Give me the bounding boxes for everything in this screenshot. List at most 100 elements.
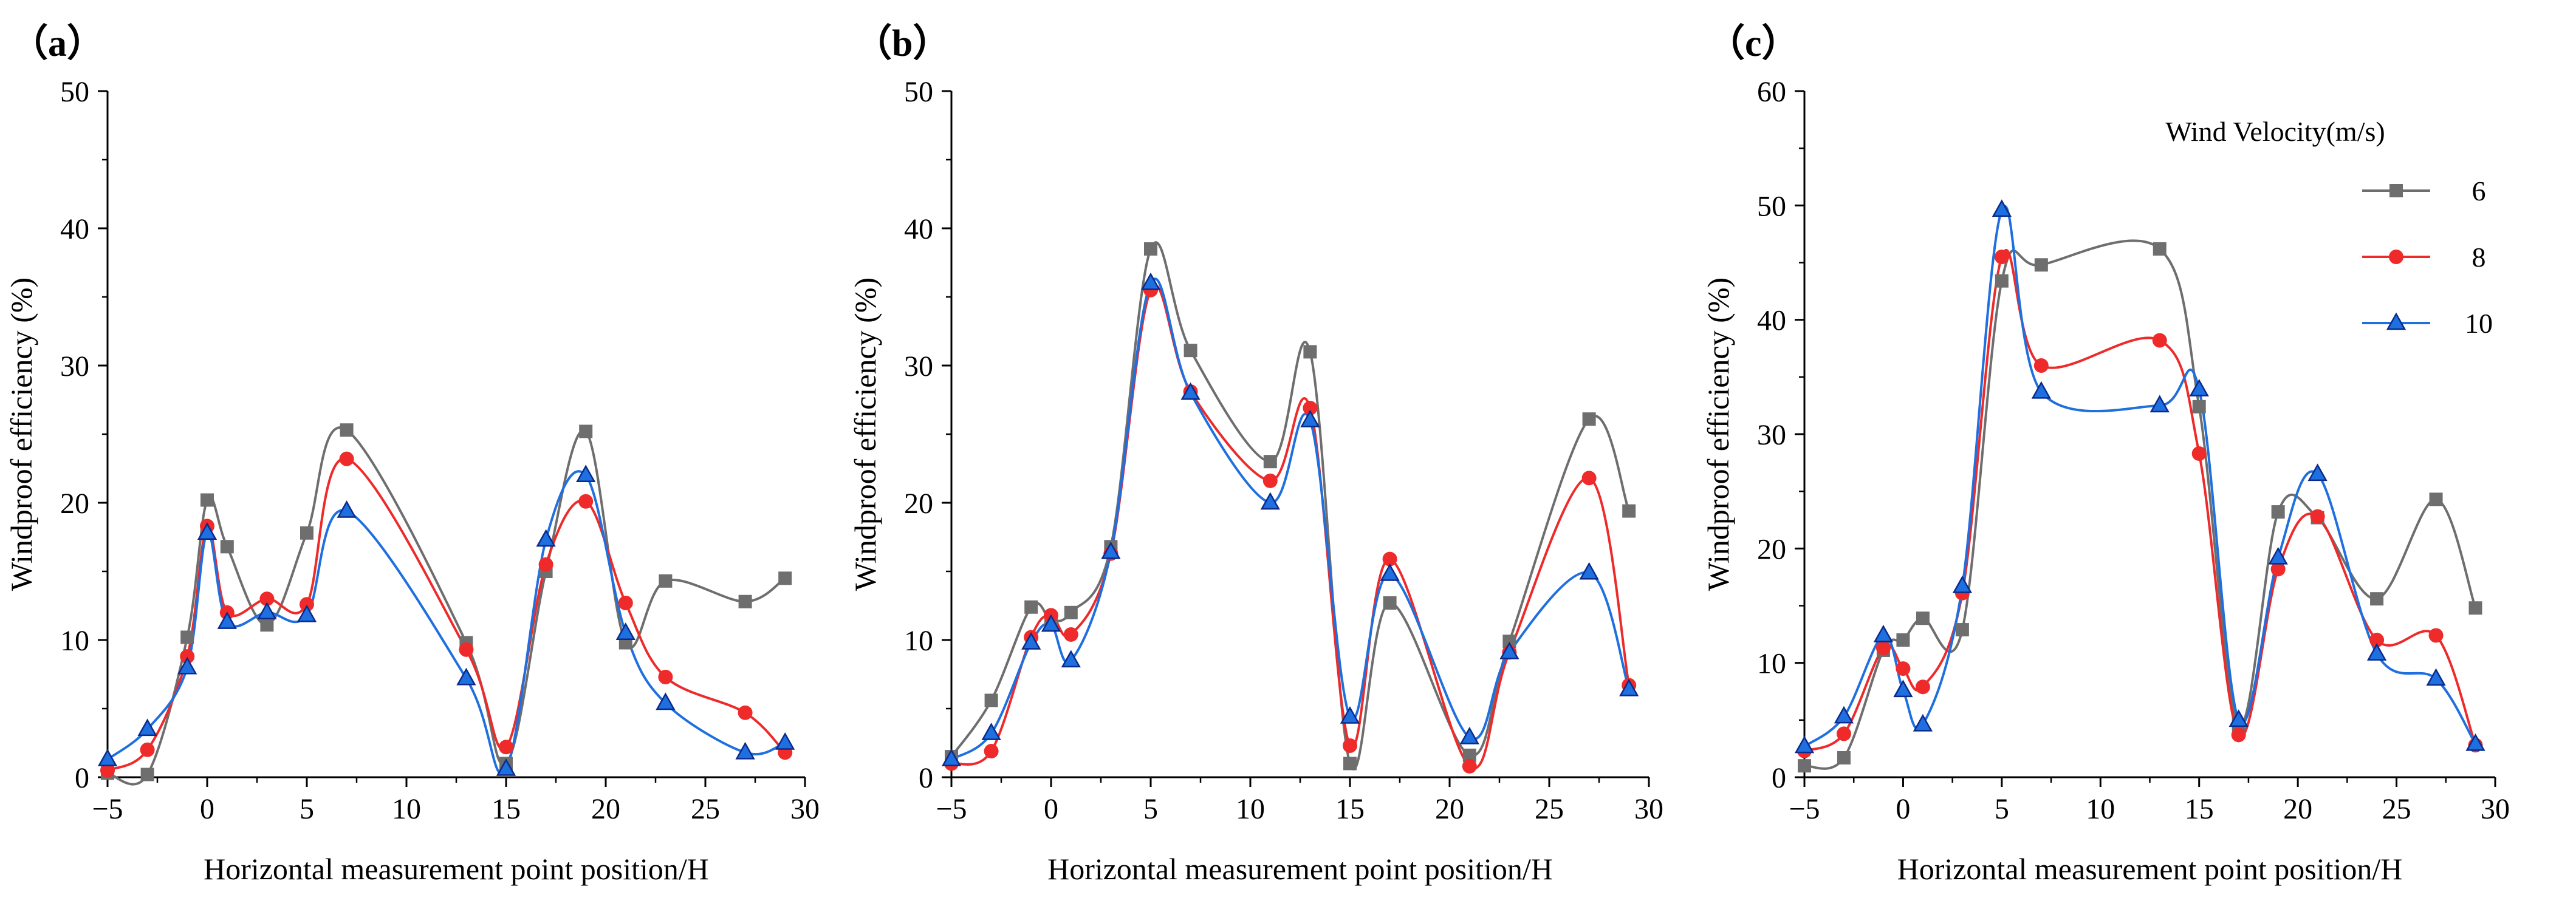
legend-item-6: 6 (2362, 175, 2486, 206)
data-point (2271, 505, 2285, 519)
y-tick-label: 60 (1757, 76, 1786, 108)
data-point (1952, 575, 1973, 593)
x-tick-label: 20 (1435, 793, 1464, 825)
x-tick-label: −5 (936, 793, 967, 825)
y-tick-label: 20 (904, 488, 933, 520)
series-line-6 (950, 241, 1631, 771)
data-point (2465, 733, 2485, 751)
data-point (1499, 641, 1519, 659)
data-point (1459, 726, 1479, 744)
data-point (97, 749, 118, 766)
y-tick-label: 30 (904, 350, 933, 383)
data-point (738, 705, 753, 720)
data-point (2191, 446, 2207, 461)
data-point (2270, 562, 2286, 577)
data-point (337, 500, 357, 518)
data-point (1837, 751, 1851, 764)
x-tick-label: 0 (1896, 793, 1910, 825)
x-tick-label: 10 (392, 793, 421, 825)
legend-marker (2389, 250, 2403, 264)
y-tick-label: 50 (60, 76, 89, 108)
data-point (140, 742, 155, 757)
data-point (2034, 258, 2048, 272)
y-tick-label: 30 (60, 350, 89, 383)
x-tick-label: 15 (1335, 793, 1365, 825)
panel-label: （c） (1707, 22, 1800, 64)
y-tick-label: 40 (1757, 305, 1786, 337)
data-point (1794, 735, 1815, 754)
series-markers-10 (1794, 199, 2485, 754)
data-point (177, 656, 197, 675)
data-point (984, 744, 999, 759)
y-tick-label: 10 (1757, 648, 1786, 680)
y-tick-label: 50 (1757, 190, 1786, 222)
data-point (578, 494, 594, 509)
data-point (1263, 455, 1277, 469)
data-point (1836, 726, 1851, 741)
data-point (2033, 358, 2049, 373)
data-point (339, 451, 354, 466)
data-point (2150, 395, 2170, 413)
data-point (2370, 592, 2384, 606)
x-axis-title: Horizontal measurement point position/H (1897, 852, 2403, 886)
data-point (2310, 509, 2325, 524)
data-point (1144, 242, 1157, 256)
x-tick-label: 30 (1634, 793, 1663, 825)
data-point (1343, 757, 1357, 771)
panel-label: （b） (854, 22, 950, 64)
data-point (2429, 492, 2443, 506)
data-point (496, 758, 516, 776)
data-point (775, 732, 795, 750)
data-point (1581, 471, 1597, 486)
data-point (137, 718, 157, 737)
data-point (1462, 748, 1476, 762)
data-point (1184, 344, 1197, 358)
data-point (1101, 541, 1121, 559)
x-axis-title: Horizontal measurement point position/H (204, 852, 709, 886)
y-tick-label: 40 (904, 213, 933, 245)
x-tick-label: 25 (2382, 793, 2411, 825)
data-point (1622, 504, 1636, 518)
data-point (2031, 381, 2051, 399)
series-line-8 (951, 284, 1631, 769)
data-point (1992, 199, 2012, 217)
y-tick-label: 40 (60, 213, 89, 245)
data-point (1916, 611, 1930, 625)
data-point (1995, 274, 2009, 288)
data-point (1340, 706, 1360, 724)
data-point (2307, 463, 2328, 482)
x-tick-label: 10 (2086, 793, 2115, 825)
data-point (1300, 409, 1320, 427)
data-point (1180, 382, 1201, 400)
data-point (180, 649, 195, 664)
data-point (2189, 378, 2209, 397)
data-point (1303, 401, 1318, 416)
x-tick-label: 10 (1236, 793, 1265, 825)
data-point (618, 595, 633, 610)
data-point (1893, 679, 1913, 698)
y-tick-label: 10 (904, 625, 933, 657)
data-point (735, 741, 755, 760)
x-tick-label: 20 (2283, 793, 2312, 825)
data-point (1994, 250, 2009, 265)
data-point (1021, 632, 1041, 650)
data-point (300, 526, 313, 540)
data-point (1915, 679, 1930, 695)
series-markers-6 (945, 242, 1636, 771)
legend-label: 6 (2472, 175, 2486, 206)
data-point (197, 522, 218, 540)
data-point (499, 740, 513, 755)
data-point (778, 571, 792, 585)
data-point (1896, 633, 1910, 647)
legend-item-8: 8 (2362, 242, 2486, 273)
data-point (140, 768, 154, 781)
data-point (1303, 345, 1317, 359)
y-tick-label: 20 (60, 488, 89, 520)
y-tick-label: 0 (1772, 762, 1786, 794)
data-point (1619, 678, 1639, 696)
data-point (1955, 623, 1969, 637)
legend: Wind Velocity(m/s) 6 8 10 (2165, 116, 2493, 339)
